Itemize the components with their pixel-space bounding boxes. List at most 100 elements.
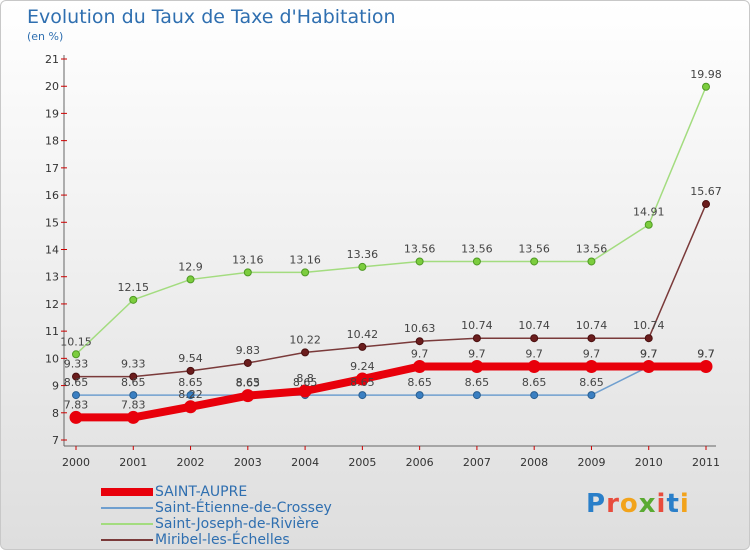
data-label-saint-joseph-de-riviere: 14.91 bbox=[633, 206, 665, 219]
y-tick-label: 13 bbox=[45, 271, 59, 284]
x-tick-label: 2002 bbox=[177, 456, 205, 469]
data-label-saint-joseph-de-riviere: 13.56 bbox=[518, 242, 550, 255]
y-tick-label: 14 bbox=[45, 244, 59, 257]
data-point-saint-joseph-de-riviere bbox=[243, 268, 252, 277]
y-tick-label: 18 bbox=[45, 135, 59, 148]
data-point-miribel-les-echelles bbox=[72, 372, 80, 381]
data-point-saint-etienne-de-crossey bbox=[587, 391, 596, 400]
legend-swatch-saint-etienne-de-crossey bbox=[101, 507, 153, 509]
y-tick-label: 10 bbox=[45, 352, 59, 365]
data-label-saint-etienne-de-crossey: 8.65 bbox=[579, 376, 604, 389]
legend-swatch-saint-aupre bbox=[101, 488, 153, 496]
data-label-miribel-les-echelles: 9.33 bbox=[64, 358, 89, 371]
data-point-saint-aupre bbox=[413, 360, 427, 374]
data-point-saint-aupre bbox=[699, 360, 713, 374]
x-tick-label: 2011 bbox=[692, 456, 720, 469]
data-point-miribel-les-echelles bbox=[243, 358, 252, 367]
data-label-saint-joseph-de-riviere: 12.9 bbox=[178, 260, 203, 273]
data-point-saint-joseph-de-riviere bbox=[301, 268, 310, 277]
data-label-saint-joseph-de-riviere: 19.98 bbox=[690, 68, 722, 81]
data-label-saint-joseph-de-riviere: 13.36 bbox=[347, 248, 379, 261]
data-label-saint-etienne-de-crossey: 8.65 bbox=[350, 376, 375, 389]
data-point-miribel-les-echelles bbox=[358, 342, 367, 351]
data-point-saint-aupre bbox=[184, 400, 198, 414]
legend-label: Miribel-les-Échelles bbox=[155, 532, 290, 548]
legend-label: Saint-Étienne-de-Crossey bbox=[155, 500, 332, 516]
legend-label: Saint-Joseph-de-Rivière bbox=[155, 516, 319, 532]
data-point-miribel-les-echelles bbox=[530, 334, 539, 343]
x-tick-label: 2007 bbox=[463, 456, 491, 469]
logo-letter: i bbox=[679, 489, 690, 519]
x-tick-label: 2010 bbox=[635, 456, 663, 469]
x-tick-label: 2009 bbox=[577, 456, 605, 469]
data-label-miribel-les-echelles: 9.54 bbox=[178, 352, 203, 365]
data-labels: 9.33 9.33 9.54 9.83 10.22 10.42 10.63 10.74 10.7… bbox=[60, 68, 722, 412]
logo-letter: i bbox=[656, 489, 667, 519]
data-label-saint-aupre: 9.7 bbox=[640, 348, 658, 361]
data-point-saint-joseph-de-riviere bbox=[472, 257, 481, 266]
x-tick-label: 2004 bbox=[291, 456, 319, 469]
data-label-saint-aupre: 8.22 bbox=[178, 388, 203, 401]
series-line-saint-aupre bbox=[76, 362, 706, 422]
y-tick-label: 15 bbox=[45, 216, 59, 229]
data-point-miribel-les-echelles bbox=[702, 200, 710, 209]
data-label-saint-aupre: 8.63 bbox=[236, 377, 261, 390]
y-tick-label: 16 bbox=[45, 189, 59, 202]
y-tick-label: 9 bbox=[52, 380, 59, 393]
y-tick-label: 12 bbox=[45, 298, 59, 311]
data-point-miribel-les-echelles bbox=[186, 366, 195, 375]
x-tick-label: 2003 bbox=[234, 456, 262, 469]
x-tick-label: 2001 bbox=[119, 456, 147, 469]
legend-label: SAINT-AUPRE bbox=[155, 484, 248, 500]
data-point-saint-aupre bbox=[642, 360, 656, 374]
data-point-saint-aupre bbox=[241, 389, 255, 403]
legend-swatch-saint-joseph-de-riviere bbox=[101, 523, 153, 525]
logo-letter: P bbox=[586, 489, 607, 519]
data-label-saint-etienne-de-crossey: 8.65 bbox=[522, 376, 547, 389]
data-label-saint-etienne-de-crossey: 8.65 bbox=[407, 376, 432, 389]
data-label-miribel-les-echelles: 10.74 bbox=[633, 319, 665, 332]
data-label-saint-etienne-de-crossey: 8.65 bbox=[64, 376, 89, 389]
chart-title: Evolution du Taux de Taxe d'Habitation bbox=[27, 6, 396, 28]
data-label-miribel-les-echelles: 15.67 bbox=[690, 185, 722, 198]
data-label-saint-joseph-de-riviere: 13.56 bbox=[576, 242, 608, 255]
y-tick-label: 17 bbox=[45, 162, 59, 175]
unit-label: (en %) bbox=[27, 30, 64, 43]
data-label-saint-etienne-de-crossey: 8.65 bbox=[465, 376, 490, 389]
data-point-saint-joseph-de-riviere bbox=[587, 257, 596, 266]
data-point-saint-aupre bbox=[69, 410, 83, 424]
data-label-saint-joseph-de-riviere: 10.15 bbox=[60, 335, 92, 348]
data-point-saint-aupre bbox=[298, 384, 312, 398]
x-tick-label: 2008 bbox=[520, 456, 548, 469]
data-point-saint-joseph-de-riviere bbox=[530, 257, 539, 266]
data-point-saint-joseph-de-riviere bbox=[358, 262, 367, 271]
data-label-saint-etienne-de-crossey: 8.65 bbox=[236, 376, 261, 389]
x-tick-label: 2005 bbox=[348, 456, 376, 469]
x-tick-label: 2000 bbox=[62, 456, 90, 469]
data-point-saint-joseph-de-riviere bbox=[72, 350, 80, 359]
data-point-saint-aupre bbox=[584, 360, 598, 374]
data-point-saint-etienne-de-crossey bbox=[186, 391, 195, 400]
logo-letter: o bbox=[619, 489, 639, 519]
data-point-miribel-les-echelles bbox=[415, 337, 424, 346]
data-label-saint-aupre: 7.83 bbox=[64, 398, 89, 411]
axes: 7 8 9 10 11 12 13 14 15 16 17 18 19 20 21 2000 2001 2002 2… bbox=[45, 53, 720, 469]
data-point-saint-etienne-de-crossey bbox=[415, 391, 424, 400]
data-label-saint-etienne-de-crossey: 8.65 bbox=[293, 376, 318, 389]
data-point-saint-aupre bbox=[126, 410, 140, 424]
data-point-saint-etienne-de-crossey bbox=[129, 391, 138, 400]
data-label-saint-joseph-de-riviere: 13.56 bbox=[404, 242, 436, 255]
data-label-saint-aupre: 8.8 bbox=[296, 372, 314, 385]
logo-letter: t bbox=[666, 489, 680, 519]
data-point-saint-joseph-de-riviere bbox=[644, 220, 653, 229]
data-point-saint-aupre bbox=[527, 360, 541, 374]
series-line-miribel-les-echelles bbox=[76, 203, 707, 378]
series-line-saint-joseph-de-riviere bbox=[75, 86, 707, 355]
data-point-saint-joseph-de-riviere bbox=[702, 82, 710, 91]
data-point-miribel-les-echelles bbox=[587, 334, 596, 343]
data-label-saint-aupre: 9.7 bbox=[525, 348, 543, 361]
data-label-saint-joseph-de-riviere: 12.15 bbox=[118, 281, 150, 294]
series-layer bbox=[69, 82, 713, 424]
data-label-miribel-les-echelles: 10.74 bbox=[518, 319, 550, 332]
